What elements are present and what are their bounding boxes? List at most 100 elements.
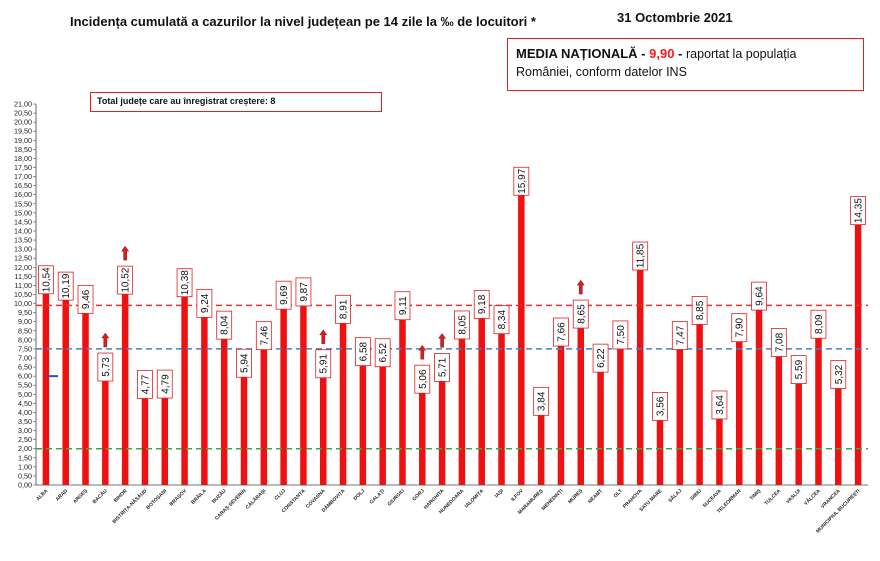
bar: [161, 398, 169, 485]
bar: [696, 324, 703, 485]
bar: [438, 381, 446, 485]
x-tick-label: MEHEDINȚI: [541, 488, 565, 512]
x-tick-label: ARGEȘ: [72, 488, 89, 505]
y-tick-label: 15,50: [14, 199, 32, 208]
value-label-text: 10,19: [61, 273, 72, 298]
bar: [636, 270, 644, 485]
value-label-box: [770, 328, 787, 357]
value-label-text: 14,35: [854, 198, 865, 223]
value-label-box: [632, 241, 649, 271]
bar: [121, 294, 129, 485]
value-label: 10,19: [57, 271, 74, 301]
value-label-box: [612, 320, 629, 350]
bar: [716, 418, 723, 485]
y-tick-label: 10,00: [14, 299, 32, 308]
x-tick-label: VÂLCEA: [802, 487, 822, 507]
value-label-box: [533, 386, 550, 416]
value-label-box: [77, 284, 94, 314]
increase-arrow-icon: [576, 279, 585, 295]
bar: [815, 338, 822, 485]
value-label: 8,09: [810, 309, 827, 339]
value-label: 8,65: [572, 299, 589, 329]
value-label-text: 3,64: [715, 395, 726, 415]
value-label-text: 7,66: [556, 322, 567, 342]
bar: [458, 338, 466, 485]
bar: [419, 393, 426, 485]
value-label: 9,64: [751, 281, 767, 311]
value-label-text: 3,56: [656, 396, 667, 416]
value-label: 15,97: [513, 166, 530, 196]
value-label-text: 5,59: [794, 359, 805, 379]
y-tick-label: 7,50: [18, 344, 32, 353]
value-label: 7,47: [671, 321, 688, 350]
y-tick-label: 16,50: [14, 181, 32, 190]
value-label-text: 8,05: [457, 315, 468, 335]
y-tick-label: 6,00: [18, 372, 32, 381]
value-label-box: [572, 299, 589, 329]
value-label-text: 6,22: [596, 348, 607, 368]
value-label-box: [236, 348, 252, 378]
value-label-box: [255, 321, 272, 351]
x-tick-label: BRAȘOV: [169, 488, 189, 508]
value-label-box: [275, 280, 292, 310]
value-label-text: 8,65: [576, 304, 587, 324]
bar: [498, 333, 505, 485]
value-label: 10,54: [38, 265, 54, 295]
value-label-box: [493, 305, 510, 335]
increase-arrow-icon: [319, 329, 328, 344]
value-label-box: [335, 294, 351, 324]
value-label: 5,94: [236, 348, 252, 378]
bar: [62, 300, 69, 485]
value-label: 8,05: [454, 310, 470, 340]
y-tick-label: 21,00: [14, 100, 32, 109]
x-tick-label: BUZĂU: [210, 487, 228, 505]
bar: [339, 323, 347, 485]
value-label-box: [394, 291, 411, 321]
value-label: 6,58: [354, 337, 371, 367]
y-tick-label: 16,00: [14, 190, 32, 199]
value-label-text: 7,90: [735, 318, 746, 338]
y-tick-label: 9,00: [18, 317, 32, 326]
value-label: 5,71: [434, 353, 450, 382]
x-tick-label: TULCEA: [764, 488, 783, 507]
value-label: 5,59: [790, 355, 807, 384]
value-label-box: [374, 338, 391, 368]
x-tick-label: ALBA: [35, 488, 49, 502]
value-label: 5,73: [97, 352, 114, 382]
value-label-text: 9,87: [299, 282, 310, 302]
bar: [557, 346, 565, 485]
x-tick-label: NEAMȚ: [587, 488, 604, 505]
value-label-box: [454, 310, 470, 340]
value-label: 10,52: [117, 265, 134, 295]
value-label-box: [592, 343, 609, 373]
value-label-box: [295, 277, 312, 307]
value-label-text: 8,04: [220, 315, 231, 335]
increase-arrow-icon: [101, 332, 110, 348]
increase-arrow-icon: [418, 344, 427, 360]
value-label-text: 8,09: [814, 314, 825, 334]
value-label-box: [790, 355, 807, 384]
value-label-text: 9,11: [398, 296, 409, 315]
national-average-value: 9,90: [649, 46, 675, 61]
value-label-box: [751, 281, 767, 311]
national-average-lead: MEDIA NAȚIONALĂ -: [516, 46, 650, 61]
value-label: 5,91: [315, 349, 332, 379]
value-label: 3,64: [711, 390, 728, 420]
value-label: 3,56: [652, 392, 668, 421]
y-tick-label: 5,50: [18, 381, 32, 390]
value-label: 10,38: [176, 268, 193, 298]
value-label-box: [117, 265, 134, 295]
increase-count-box: Total județe care au înregistrat creșter…: [90, 92, 382, 112]
value-label-text: 9,64: [755, 286, 766, 306]
y-tick-label: 2,00: [18, 444, 32, 453]
value-label-box: [196, 288, 213, 318]
y-tick-label: 0,50: [18, 471, 32, 480]
value-label-box: [97, 352, 114, 382]
y-tick-label: 6,50: [18, 363, 32, 372]
value-label-text: 8,85: [695, 300, 706, 320]
value-label: 5,32: [830, 360, 847, 389]
bar: [359, 365, 367, 485]
value-label-box: [691, 296, 708, 325]
y-tick-label: 11,00: [15, 281, 32, 290]
y-tick-label: 20,00: [14, 118, 32, 127]
